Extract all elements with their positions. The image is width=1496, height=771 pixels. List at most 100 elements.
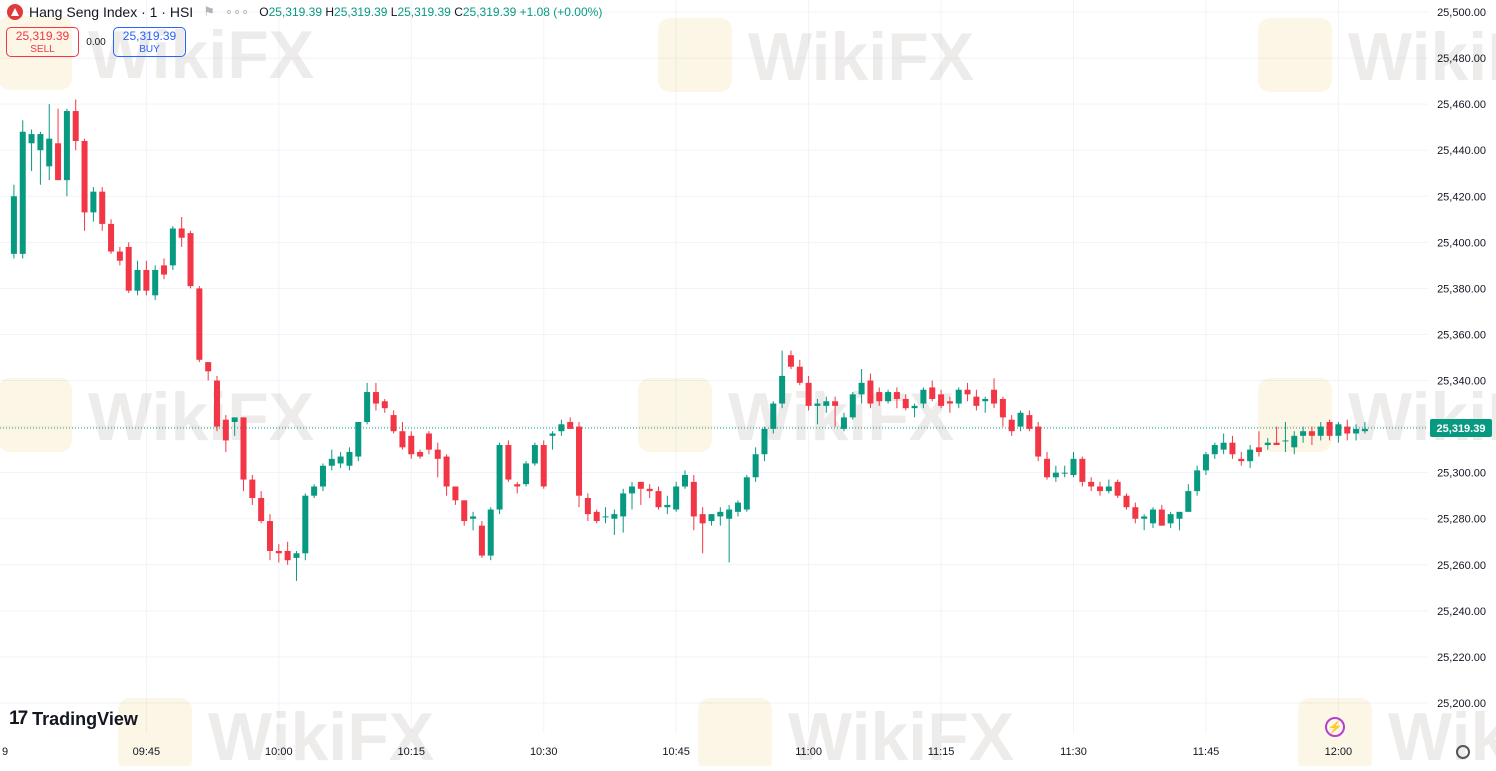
tradingview-mark-icon: 17 [9,708,28,729]
watermark-text: WikiFX [88,379,314,455]
candle-body [505,445,512,480]
candle-body [1344,426,1351,434]
sell-button[interactable]: 25,319.39 SELL [6,27,79,57]
candle [205,362,212,381]
candle-body [867,380,874,404]
price-tick-label: 25,240.00 [1437,606,1486,618]
candle [593,509,600,524]
price-tick-label: 25,260.00 [1437,560,1486,572]
time-axis: 9 09:45 10:00 10:15 10:30 10:45 11:00 11:15 11:3… [2,746,1352,758]
candle-body [470,516,477,519]
candle [576,421,583,508]
candle-body [514,484,521,487]
candle-body [726,509,733,519]
watermark-text: WikiFX [208,699,434,766]
candle-body [1273,442,1280,446]
price-tick-label: 25,340.00 [1437,376,1486,388]
candle-body [814,403,821,406]
candle-body [408,435,415,455]
candle [461,500,468,526]
buy-button[interactable]: 25,319.39 BUY [113,27,186,57]
candle [46,104,53,181]
sell-label: SELL [30,44,55,55]
candle-body [417,451,424,457]
candle [417,449,424,459]
candle [1361,421,1368,434]
buy-price: 25,319.39 [122,29,177,43]
candle [885,389,892,404]
candle-body [1105,486,1112,492]
candle-body [1326,421,1333,436]
candle [1044,451,1051,480]
candle [231,417,238,436]
buy-label: BUY [139,44,160,55]
candle-body [558,424,565,432]
candle-body [549,433,556,436]
watermark-text: WikiFX [1348,19,1496,95]
candle [946,396,953,413]
candle [390,410,397,434]
candle [523,461,530,487]
last-price-badge [1430,419,1492,438]
candle [240,417,247,492]
candle-body [461,500,468,522]
candle-body [955,389,962,404]
candle [214,375,221,432]
candle [867,373,874,409]
candle-body [717,511,724,517]
low-label: L [390,5,398,19]
candle [673,481,680,512]
candle-body [858,382,865,395]
price-tick-label: 25,440.00 [1437,145,1486,157]
candle [108,219,115,254]
candle [1317,421,1324,441]
candle [1158,504,1165,526]
trade-panel: 25,319.39 SELL 0.00 25,319.39 BUY [6,27,186,57]
candle [19,120,26,259]
candle [991,378,998,409]
settings-gear-icon[interactable] [1456,745,1470,759]
candle-body [152,269,159,296]
tradingview-logo[interactable]: 17 TradingView [9,708,138,730]
candle [90,187,97,222]
symbol-title[interactable]: Hang Seng Index · 1 · HSI [29,4,194,20]
candle [178,216,185,247]
candle [1300,426,1307,443]
more-icon[interactable]: ∘∘∘ [224,4,250,19]
candle-body [629,486,636,494]
candle-body [973,396,980,406]
price-tick-label: 25,420.00 [1437,191,1486,203]
candle-body [805,382,812,406]
candle-body [231,417,238,422]
candle [955,387,962,409]
watermark: WikiFX [0,16,314,93]
candle-body [832,401,839,406]
candle-body [46,138,53,167]
candle-body [169,228,176,266]
close-label: C [454,5,463,19]
candle-body [1097,486,1104,492]
time-tick-label: 10:00 [265,746,293,758]
watermark: WikiFX [118,698,434,771]
candle [1282,421,1289,452]
candle [646,484,653,499]
candle [284,541,291,565]
time-tick-label: 10:30 [530,746,558,758]
flag-icon[interactable]: ⚑ [203,4,215,19]
candle [938,389,945,409]
candle [982,396,989,413]
candle-body [1141,516,1148,519]
lightning-icon[interactable]: ⚡ [1325,717,1345,737]
candle [222,415,229,452]
watermark-text: WikiFX [748,19,974,95]
candle [311,484,318,499]
candle-body [637,481,644,489]
candle-body [920,389,927,404]
candle-body [143,269,150,291]
candle [152,265,159,300]
candle-body [1149,509,1156,524]
candle [1238,451,1245,466]
candle [1176,511,1183,531]
